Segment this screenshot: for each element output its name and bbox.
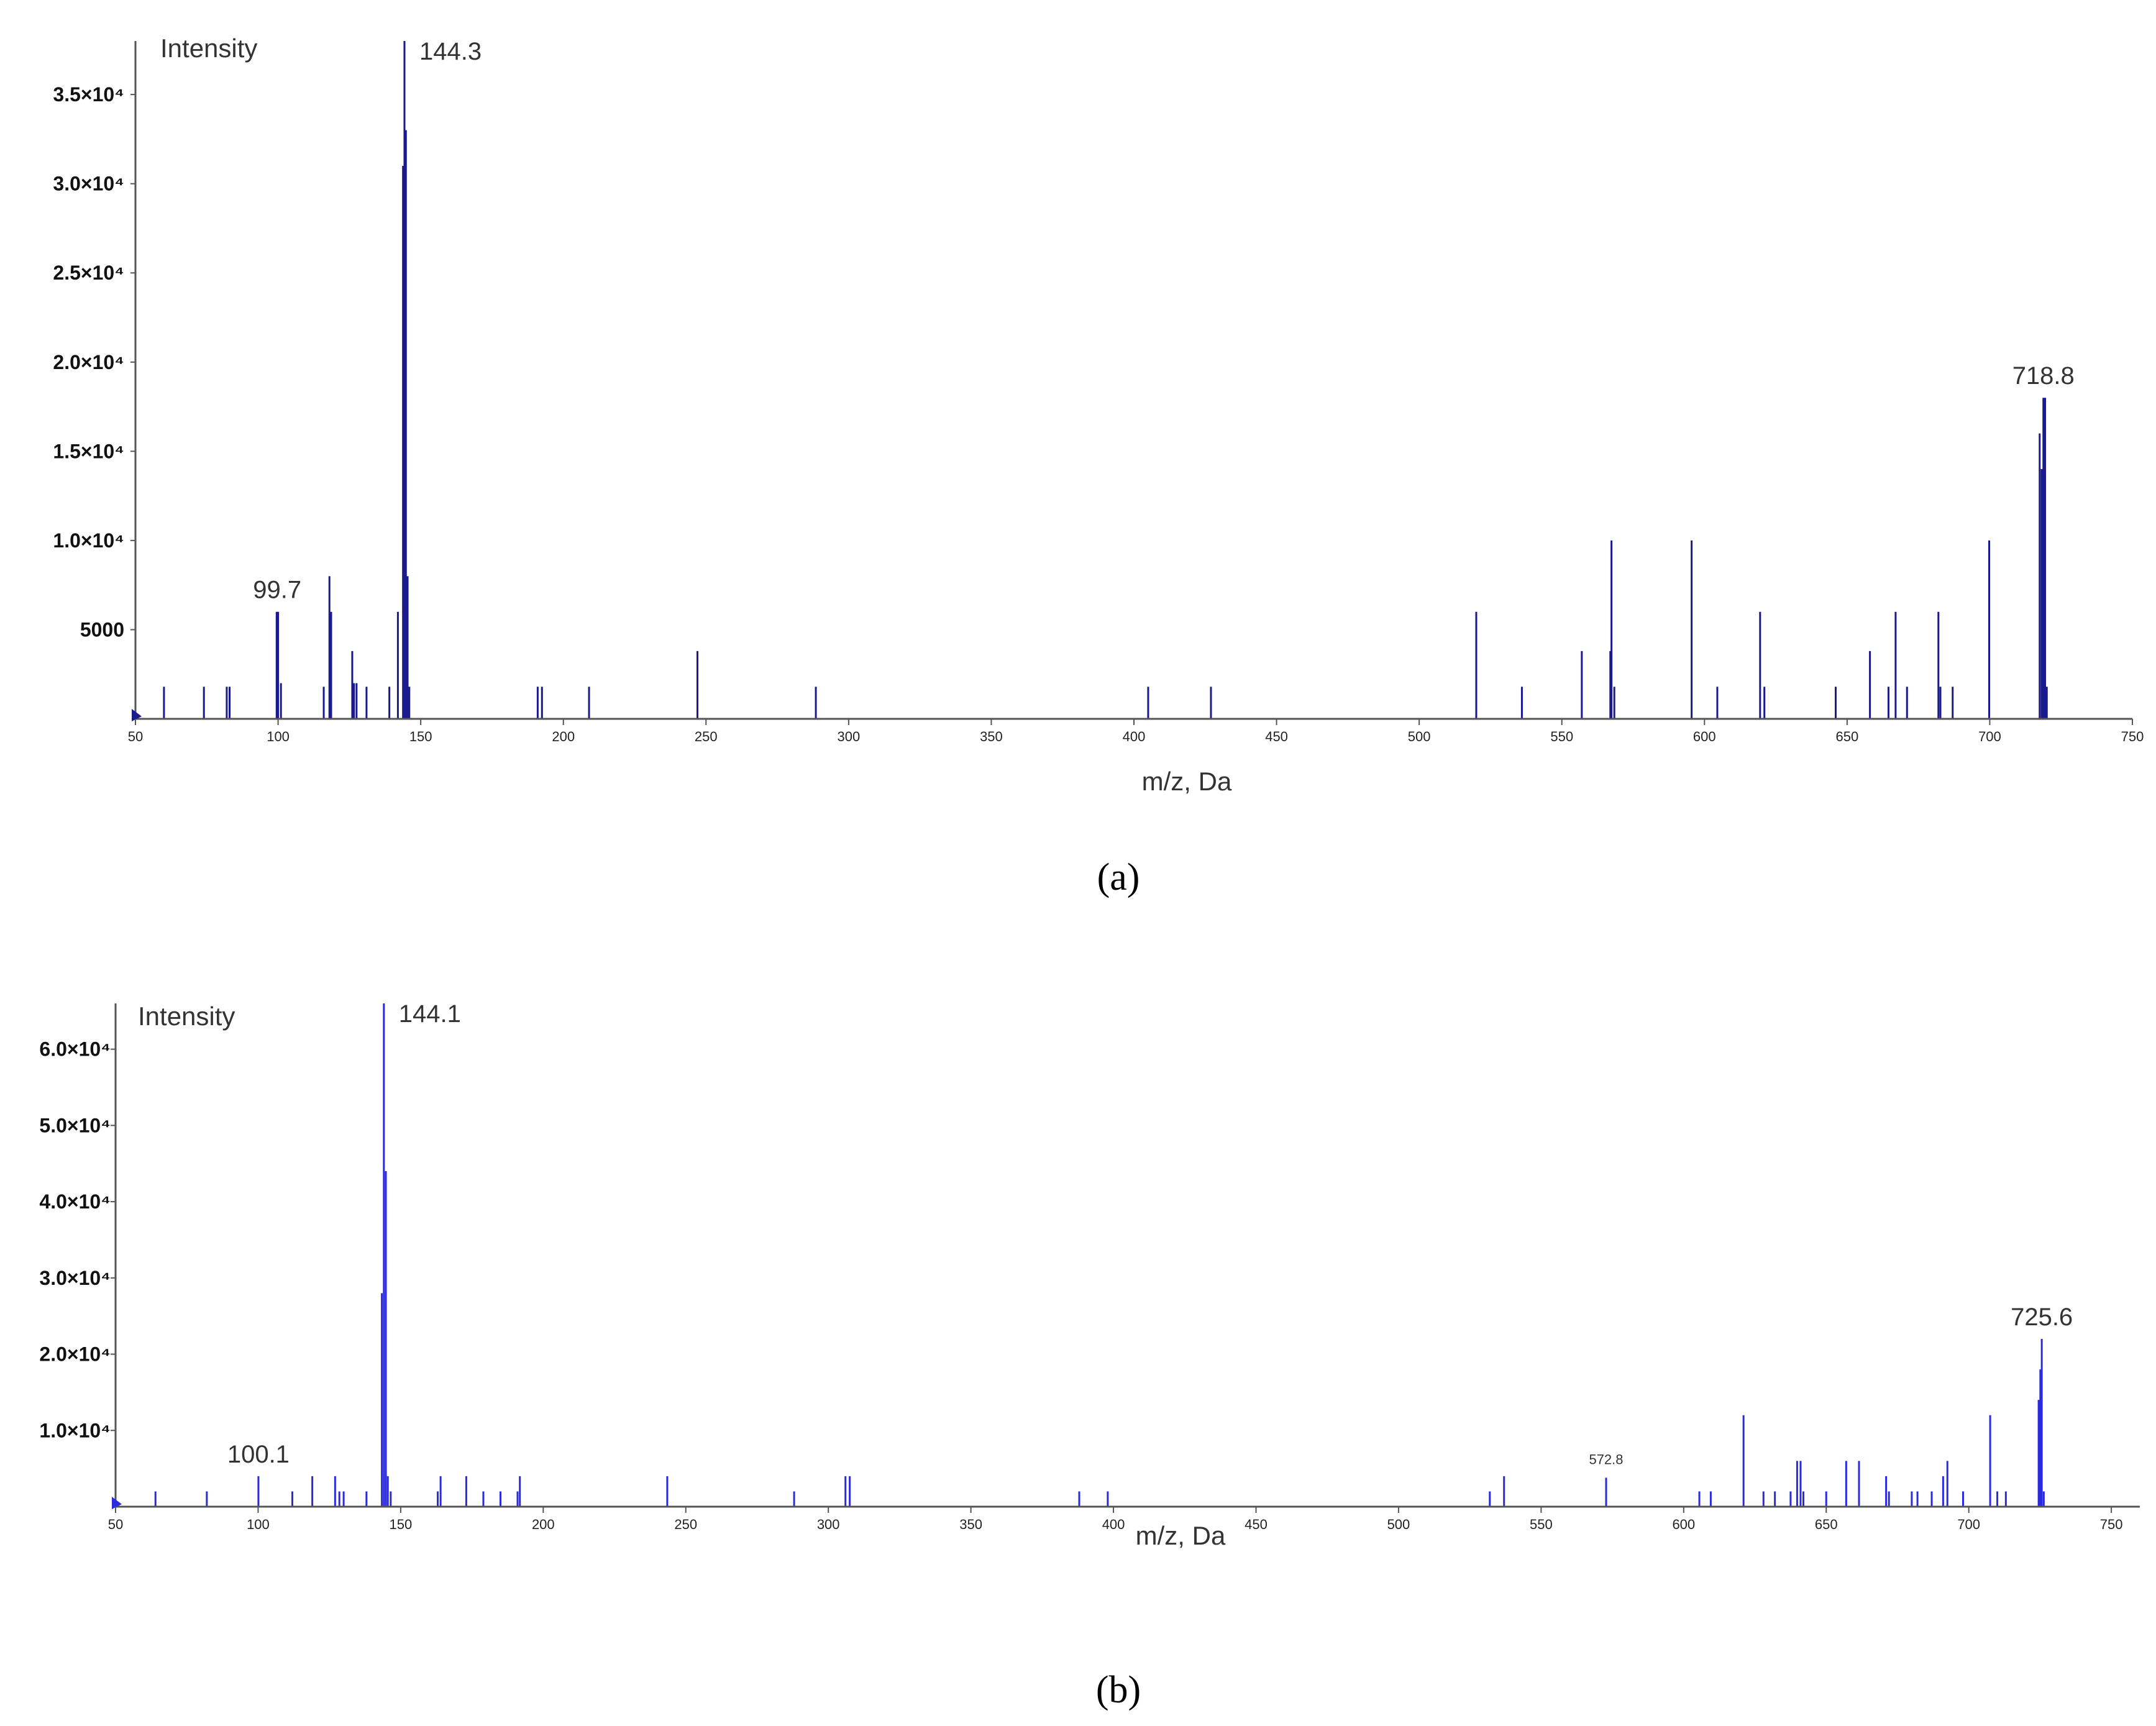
- panel-a-x-tick-label: 550: [1550, 729, 1573, 744]
- panel-b-chart: 50 100 150 200 250 300 350 400 450 500 550 600 650 70…: [39, 1000, 2140, 1711]
- panel-a-x-tick-label: 150: [409, 729, 432, 744]
- panel-b-x-tick-label: 450: [1245, 1517, 1268, 1532]
- panel-a-ylabel: Intensity: [160, 34, 257, 63]
- panel-b-y-tick-label: 6.0×10⁴: [39, 1038, 111, 1061]
- panel-a-y-tick-label: 2.5×10⁴: [53, 262, 124, 284]
- panel-a-peak-label: 144.3: [419, 38, 482, 65]
- panel-a-y-tick-label: 3.0×10⁴: [53, 173, 124, 195]
- panel-b-x-tick-label: 500: [1387, 1517, 1410, 1532]
- panel-a-y-tick-label: 3.5×10⁴: [53, 83, 124, 106]
- panel-b-x-tick-label: 400: [1102, 1517, 1125, 1532]
- panel-a-x-tick-label: 250: [695, 729, 718, 744]
- panel-b-peak-label: 100.1: [227, 1441, 290, 1468]
- panel-b-caption: (b): [1096, 1669, 1141, 1711]
- panel-a-y-tick-label: 2.0×10⁴: [53, 351, 124, 373]
- panel-b-x-tick-label: 700: [1957, 1517, 1980, 1532]
- panel-b-x-tick-label: 350: [959, 1517, 982, 1532]
- panel-b-xlabel: m/z, Da: [1136, 1521, 1226, 1550]
- panel-b-origin-marker: [112, 1497, 122, 1509]
- panel-b-x-tick-label: 250: [674, 1517, 697, 1532]
- panel-a-y-tick-label: 5000: [80, 618, 124, 641]
- panel-a-x-tick-label: 500: [1408, 729, 1431, 744]
- panel-a-x-tick-label: 100: [267, 729, 290, 744]
- panel-b-x-tick-label: 200: [532, 1517, 555, 1532]
- panel-b-y-tick-label: 1.0×10⁴: [39, 1419, 111, 1441]
- panel-b-x-tick-label: 600: [1672, 1517, 1695, 1532]
- panel-a-x-tick-label: 600: [1693, 729, 1716, 744]
- panel-b-y-tick-label: 2.0×10⁴: [39, 1343, 111, 1366]
- panel-b-ylabel: Intensity: [138, 1002, 235, 1031]
- panel-b-x-tick-label: 750: [2100, 1517, 2123, 1532]
- panel-b-x-tick-label: 100: [247, 1517, 270, 1532]
- panel-b-x-tick-label: 50: [108, 1517, 123, 1532]
- panel-b-peak-label: 144.1: [399, 1000, 461, 1028]
- panel-b-x-tick-label: 650: [1815, 1517, 1838, 1532]
- panel-a-caption: (a): [1097, 856, 1140, 898]
- panel-a-y-tick-label: 1.5×10⁴: [53, 440, 124, 462]
- panel-a-peak-label: 99.7: [253, 577, 301, 604]
- panel-a-x-tick-label: 350: [980, 729, 1003, 744]
- panel-a-origin-marker: [132, 709, 142, 721]
- panel-b-y-tick-label: 5.0×10⁴: [39, 1114, 111, 1136]
- panel-a-x-tick-label: 400: [1123, 729, 1146, 744]
- panel-b-y-tick-label: 4.0×10⁴: [39, 1190, 111, 1213]
- panel-a-x-tick-label: 50: [128, 729, 143, 744]
- panel-b-y-tick-label: 3.0×10⁴: [39, 1267, 111, 1289]
- panel-a-x-tick-label: 200: [552, 729, 575, 744]
- panel-b-peak-label: 572.8: [1589, 1451, 1623, 1467]
- panel-a-x-tick-label: 650: [1835, 729, 1858, 744]
- panel-a-x-tick-label: 700: [1978, 729, 2001, 744]
- panel-b-x-tick-label: 550: [1530, 1517, 1553, 1532]
- panel-b-x-tick-label: 300: [817, 1517, 840, 1532]
- panel-a-xlabel: m/z, Da: [1142, 767, 1232, 796]
- panel-b-peak-label: 725.6: [2011, 1304, 2073, 1331]
- panel-a-chart: 50 100 150 200 250 300 350 400 450 500 550 600 650 70…: [53, 34, 2144, 898]
- panel-a-x-tick-label: 300: [837, 729, 860, 744]
- panel-a-x-tick-label: 750: [2121, 729, 2144, 744]
- panel-b-x-tick-label: 150: [390, 1517, 413, 1532]
- panel-a-peak-label: 718.8: [2012, 362, 2075, 390]
- panel-a-y-tick-label: 1.0×10⁴: [53, 529, 124, 552]
- panel-a-x-tick-label: 450: [1265, 729, 1288, 744]
